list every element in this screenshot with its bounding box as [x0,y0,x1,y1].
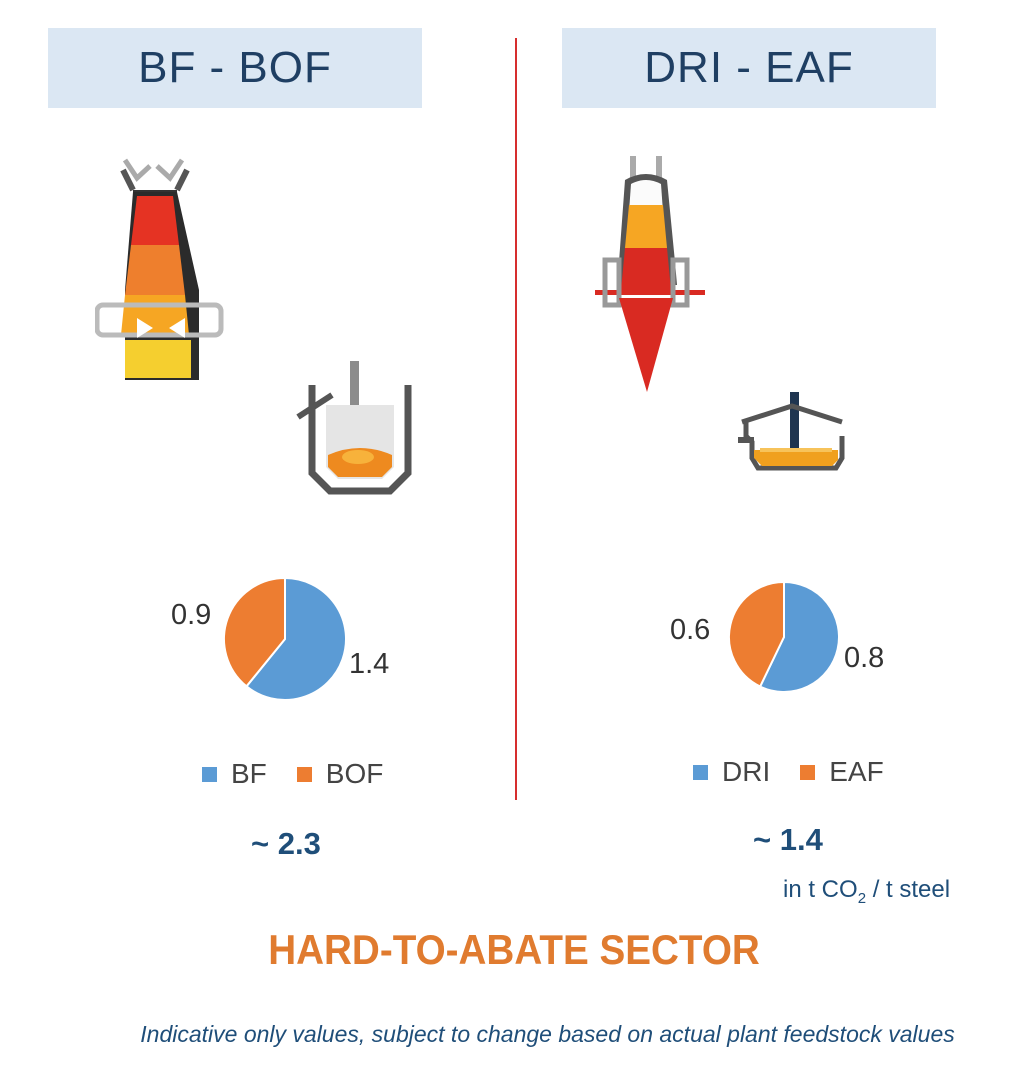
bf-bof-total: ~ 2.3 [251,826,321,861]
bf-bof-legend: BF BOF [202,758,383,790]
dri-eaf-total: ~ 1.4 [753,822,823,857]
electric-arc-furnace-icon [738,392,845,471]
sector-title: HARD-TO-ABATE SECTOR [268,926,760,973]
bof-legend-swatch [296,766,312,782]
basic-oxygen-furnace-icon [296,361,412,495]
eaf-value-label: 0.6 [670,614,711,646]
dri-legend-swatch [693,764,708,780]
bf-value-label: 1.4 [349,648,390,680]
bf-legend-label: BF [231,758,267,789]
dri-legend-label: DRI [722,756,771,787]
bof-legend-label: BOF [325,758,384,789]
dri-eaf-pie-chart [728,580,840,693]
pie-slice-bf [245,576,347,701]
footnote: Indicative only values, subject to chang… [140,1021,955,1047]
route-divider [515,38,517,800]
pie-slice-bof [223,576,286,688]
pie-slice-eaf [728,580,785,688]
dri-eaf-header: DRI - EAF [562,28,936,108]
eaf-legend-label: EAF [829,756,884,787]
dri-value-label: 0.8 [844,642,885,674]
bf-bof-pie-chart [223,576,347,701]
dri-eaf-legend: DRI EAF [693,756,884,788]
pie-slice-dri [758,580,840,693]
bf-legend-swatch [202,766,217,782]
unit-label: in t CO2 / t steel [783,876,951,907]
bf-bof-header: BF - BOF [48,28,422,108]
blast-furnace-icon [95,158,224,380]
bof-value-label: 0.9 [171,599,212,631]
eaf-legend-swatch [800,764,816,780]
direct-reduction-shaft-icon [595,156,705,392]
